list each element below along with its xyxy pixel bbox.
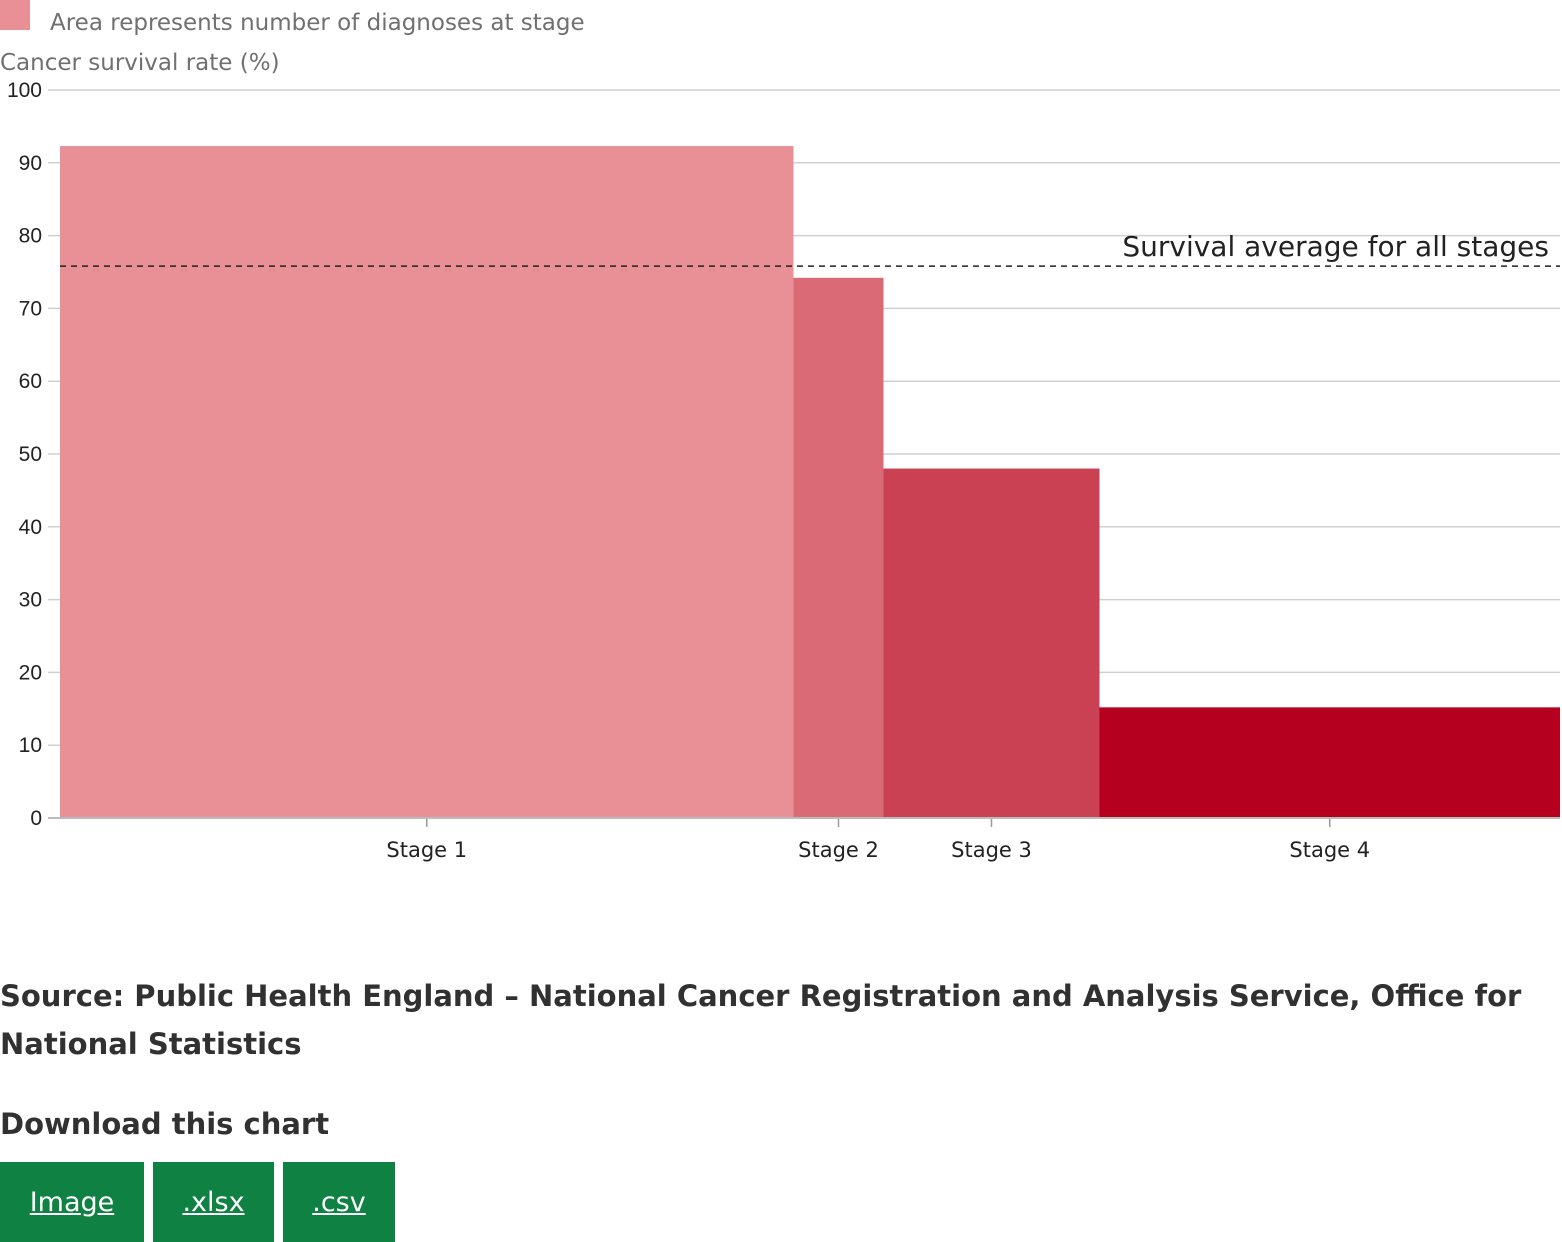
bar-stage-3 bbox=[883, 468, 1100, 818]
download-buttons: Image .xlsx .csv bbox=[0, 1162, 395, 1242]
y-tick-label: 50 bbox=[19, 443, 42, 466]
y-tick-label: 60 bbox=[19, 370, 42, 393]
y-tick-label: 10 bbox=[19, 734, 42, 757]
y-tick-label: 20 bbox=[19, 661, 42, 684]
x-axis: Stage 1 Stage 2 Stage 3 Stage 4 bbox=[48, 817, 1560, 862]
legend-swatch bbox=[0, 0, 30, 30]
x-tick-label: Stage 3 bbox=[951, 838, 1032, 862]
reference-line-label: Survival average for all stages bbox=[1122, 230, 1549, 263]
y-tick-label: 30 bbox=[19, 589, 42, 612]
bars bbox=[60, 146, 1560, 819]
download-title: Download this chart bbox=[0, 1107, 330, 1141]
y-tick-label: 100 bbox=[7, 79, 42, 102]
legend-label: Area represents number of diagnoses at s… bbox=[50, 10, 585, 36]
y-axis-label: Cancer survival rate (%) bbox=[0, 50, 280, 76]
x-tick-label: Stage 4 bbox=[1289, 838, 1370, 862]
x-tick-label: Stage 2 bbox=[798, 838, 879, 862]
y-tick-label: 0 bbox=[30, 807, 42, 830]
y-axis-ticks: 0 10 20 30 40 50 60 70 80 90 100 bbox=[7, 79, 42, 830]
bar-stage-2 bbox=[793, 277, 884, 819]
download-csv-button[interactable]: .csv bbox=[283, 1162, 395, 1242]
download-xlsx-button[interactable]: .xlsx bbox=[153, 1162, 274, 1242]
y-tick-label: 40 bbox=[19, 516, 42, 539]
x-tick-label: Stage 1 bbox=[386, 838, 467, 862]
y-tick-label: 70 bbox=[19, 297, 42, 320]
y-tick-label: 80 bbox=[19, 225, 42, 248]
download-image-button[interactable]: Image bbox=[0, 1162, 144, 1242]
y-tick-label: 90 bbox=[19, 152, 42, 175]
reference-line-group: Survival average for all stages bbox=[60, 230, 1560, 267]
chart-source: Source: Public Health England – National… bbox=[0, 979, 1522, 1061]
bar-stage-4 bbox=[1099, 707, 1560, 818]
bar-stage-1 bbox=[60, 146, 794, 818]
survival-chart: Area represents number of diagnoses at s… bbox=[0, 0, 1560, 862]
